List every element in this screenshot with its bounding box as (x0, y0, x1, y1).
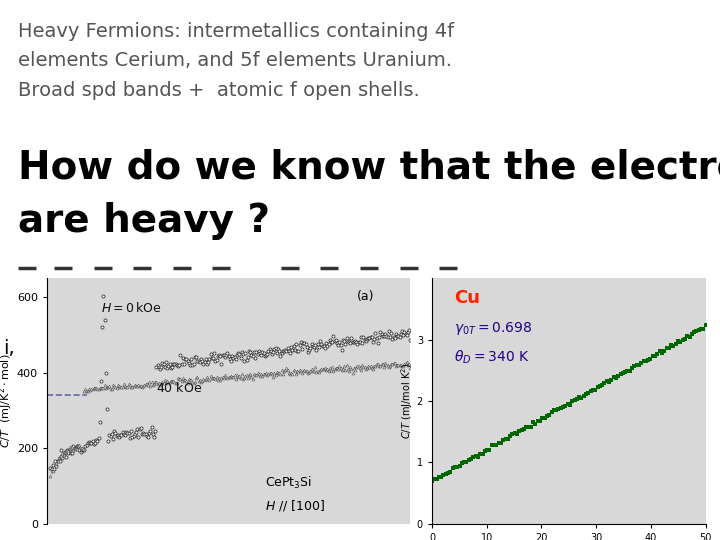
Text: $\mathrm{CePt_3Si}$: $\mathrm{CePt_3Si}$ (265, 475, 312, 491)
Text: Broad spd bands +  atomic f open shells.: Broad spd bands + atomic f open shells. (18, 81, 420, 100)
Text: are heavy ?: are heavy ? (18, 202, 270, 240)
Text: (a): (a) (356, 291, 374, 303)
Y-axis label: $C/T\ \ \mathrm{(mJ/K^2 \cdot mol)}$: $C/T\ \ \mathrm{(mJ/K^2 \cdot mol)}$ (0, 354, 15, 448)
Text: $H\ //\ [100]$: $H\ //\ [100]$ (265, 497, 325, 512)
Text: $\gamma_{0T}=0.698$: $\gamma_{0T}=0.698$ (454, 320, 533, 337)
Text: $\theta_D=340\ \mathrm{K}$: $\theta_D=340\ \mathrm{K}$ (454, 349, 530, 366)
Text: $40\ \mathrm{kOe}$: $40\ \mathrm{kOe}$ (156, 381, 202, 395)
Text: elements Cerium, and 5f elements Uranium.: elements Cerium, and 5f elements Uranium… (18, 51, 452, 70)
Text: $H = 0\,\mathrm{kOe}$: $H = 0\,\mathrm{kOe}$ (102, 301, 162, 315)
Text: Cu: Cu (454, 289, 480, 307)
Text: i,: i, (4, 339, 15, 358)
Text: How do we know that the electrons: How do we know that the electrons (18, 148, 720, 186)
Y-axis label: $C/T\ \mathrm{(mJ/mol\ K^2)}$: $C/T\ \mathrm{(mJ/mol\ K^2)}$ (400, 363, 415, 439)
Text: Heavy Fermions: intermetallics containing 4f: Heavy Fermions: intermetallics containin… (18, 22, 454, 40)
